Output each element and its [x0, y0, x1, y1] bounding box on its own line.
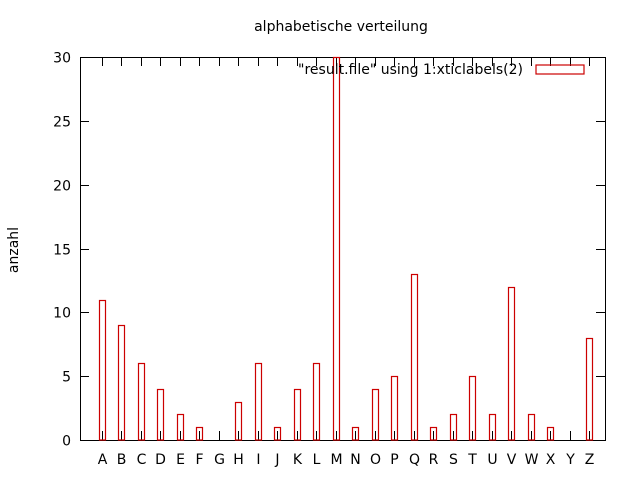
x-tick-label: R	[429, 452, 439, 468]
bar-W	[527, 413, 536, 441]
x-tick-label: I	[256, 452, 260, 468]
x-tick-label: F	[195, 452, 203, 468]
bar-N	[351, 426, 360, 441]
x-tick-label: N	[350, 452, 360, 468]
bar-M	[332, 56, 341, 441]
bar-O	[371, 388, 380, 441]
plot-frame	[80, 57, 606, 441]
legend-label: "result.file" using 1:xticlabels(2)	[298, 62, 523, 78]
legend: "result.file" using 1:xticlabels(2)	[298, 62, 585, 78]
x-tick-label: Z	[585, 452, 595, 468]
bar-H	[234, 401, 243, 441]
x-tick-label: K	[293, 452, 303, 468]
bar-S	[449, 413, 458, 441]
y-axis-label: anzahl	[6, 227, 22, 273]
x-tick-label: T	[467, 452, 477, 468]
x-tick-label: P	[390, 452, 398, 468]
bars-series	[98, 56, 594, 441]
x-tick-label: O	[370, 452, 381, 468]
bar-E	[176, 413, 185, 441]
x-tick-label: M	[330, 452, 342, 468]
x-tick-label: Q	[409, 452, 420, 468]
bar-K	[293, 388, 302, 441]
bar-B	[117, 324, 126, 441]
x-tick-label: W	[525, 452, 539, 468]
bar-X	[546, 426, 555, 441]
bar-J	[273, 426, 282, 441]
x-tick-label: B	[117, 452, 127, 468]
bar-A	[98, 299, 107, 441]
y-tick-label: 30	[53, 51, 71, 67]
bar-T	[468, 375, 477, 441]
bar-P	[390, 375, 399, 441]
x-tick-label: E	[176, 452, 185, 468]
x-tick-label: Y	[565, 452, 575, 468]
y-tick-label: 10	[53, 306, 71, 322]
x-tick-label: C	[137, 452, 147, 468]
x-tick-label: D	[155, 452, 166, 468]
axis-ticks: 0 5 10 15 20 25 30 A B C D E F G H I J K L M N O P Q R S T U V W X Y Z	[53, 51, 605, 468]
bar-F	[195, 426, 204, 441]
bar-U	[488, 413, 497, 441]
bar-R	[429, 426, 438, 441]
x-tick-label: J	[274, 452, 279, 468]
y-tick-label: 25	[53, 115, 71, 131]
x-tick-label: S	[449, 452, 458, 468]
bar-D	[156, 388, 165, 441]
bar-C	[137, 362, 146, 441]
y-tick-label: 20	[53, 179, 71, 195]
bar-I	[254, 362, 263, 441]
chart-title: alphabetische verteilung	[254, 19, 428, 35]
y-tick-label: 15	[53, 243, 71, 259]
y-tick-label: 5	[62, 370, 71, 386]
x-tick-label: L	[313, 452, 321, 468]
legend-swatch	[535, 64, 585, 75]
bar-V	[507, 286, 516, 441]
bar-L	[312, 362, 321, 441]
x-tick-label: X	[546, 452, 556, 468]
x-tick-label: G	[214, 452, 225, 468]
bar-Z	[585, 337, 594, 441]
y-tick-label: 0	[62, 434, 71, 450]
bar-Q	[410, 273, 419, 441]
x-tick-label: V	[507, 452, 517, 468]
x-tick-label: U	[487, 452, 497, 468]
x-tick-label: H	[233, 452, 244, 468]
x-tick-label: A	[98, 452, 108, 468]
